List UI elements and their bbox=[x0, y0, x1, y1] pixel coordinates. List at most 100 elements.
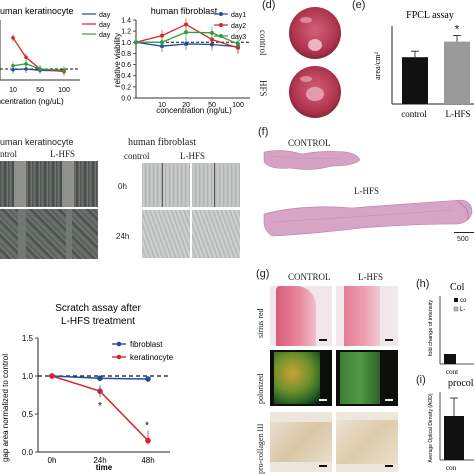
x-tick-label: 100 bbox=[58, 87, 70, 94]
dish-label-hfs: HFS bbox=[258, 80, 268, 97]
legend: co L- bbox=[453, 298, 467, 313]
bar-control bbox=[444, 354, 456, 364]
x-tick-label: 10 bbox=[9, 87, 17, 94]
x-tick-label: 0h bbox=[48, 456, 57, 465]
legend-label: co bbox=[460, 298, 467, 304]
legend-label: keratinocyte bbox=[130, 353, 174, 362]
procollagen-aod-chart: procoll Average Optical Density (AOD) co… bbox=[428, 378, 474, 472]
x-tick-label: 48h bbox=[141, 456, 154, 465]
fibroblast-scratch-image-24h-lhfs bbox=[192, 210, 240, 258]
panel-letter-f: (f) bbox=[258, 126, 269, 138]
significance-star: * bbox=[98, 401, 102, 412]
polorized-lhfs-image bbox=[336, 350, 398, 406]
legend-label: day2 bbox=[99, 22, 110, 29]
data-point-fibroblast bbox=[97, 375, 103, 382]
panel-letter-g: (g) bbox=[256, 268, 270, 280]
x-tick-label: cont bbox=[446, 368, 458, 376]
keratinocyte-scratch-image-24h bbox=[0, 209, 98, 259]
scratch-assay-chart: Scratch assay after L-HFS treatment gap … bbox=[1, 303, 174, 472]
panel-letter-d: (d) bbox=[262, 0, 276, 11]
significance-star: * bbox=[145, 421, 149, 432]
chart-title: uman keratinocyte bbox=[0, 6, 74, 16]
legend-label: day1 bbox=[99, 12, 110, 19]
legend-label: day3 bbox=[99, 32, 110, 39]
legend-label: day1 bbox=[231, 12, 246, 19]
x-axis-label: concentration (ng/uL) bbox=[0, 97, 64, 106]
row-label-0h: 0h bbox=[118, 182, 127, 191]
procollagen-lhfs-image bbox=[336, 412, 398, 472]
y-axis-label: relative viability bbox=[113, 33, 122, 87]
y-tick-label: 0.8 bbox=[121, 51, 131, 58]
scratch-fibroblast-lhfs: L-HFS bbox=[180, 151, 206, 161]
x-axis-label: time bbox=[96, 463, 113, 472]
x-tick-label: 10 bbox=[158, 102, 166, 109]
x-tick-label: 50 bbox=[208, 102, 216, 109]
procollagen-control-image bbox=[270, 412, 332, 472]
scale-bar-label: 500 bbox=[457, 236, 469, 243]
scratch-keratinocyte-lhfs: L-HFS bbox=[50, 149, 76, 159]
polorized-control-image bbox=[270, 350, 332, 406]
y-tick-label: 0.0 bbox=[22, 448, 34, 457]
x-tick-label: 20 bbox=[182, 102, 190, 109]
panel-letter-e: (e) bbox=[352, 0, 366, 11]
histology-label-lhfs: L-HFS bbox=[354, 186, 380, 196]
keratinocyte-scratch-image-0h bbox=[0, 161, 98, 207]
row-label-24h: 24h bbox=[116, 232, 130, 241]
y-axis-label: fold change of intensity bbox=[428, 300, 434, 357]
tissue-col-lhfs: L-HFS bbox=[358, 272, 384, 282]
dish-label-control: control bbox=[258, 30, 268, 56]
dish-photos bbox=[289, 7, 341, 118]
data-point-fibroblast bbox=[145, 376, 151, 382]
chart-title: procoll bbox=[448, 378, 474, 389]
y-tick-label: 0.4 bbox=[121, 73, 131, 80]
bar-control bbox=[402, 57, 428, 104]
histology-lhfs-image bbox=[263, 199, 473, 237]
fibroblast-scratch-image-0h-control bbox=[142, 163, 190, 207]
chart-title: human fibroblast bbox=[151, 6, 218, 16]
sirius-red-control-image bbox=[270, 286, 332, 346]
tissue-row-polorized: polorized bbox=[256, 373, 265, 404]
chart-title: FPCL assay bbox=[406, 10, 454, 21]
y-tick-label: 0.0 bbox=[121, 96, 131, 103]
tissue-row-sirius: sirius red bbox=[256, 308, 265, 338]
legend-label: L- bbox=[460, 307, 465, 313]
y-tick-label: 1.2 bbox=[121, 29, 131, 36]
legend-label: day2 bbox=[231, 23, 246, 30]
y-tick-label: 1.0 bbox=[22, 372, 34, 381]
y-tick-label: 0.2 bbox=[121, 84, 131, 91]
histology-control-image bbox=[263, 150, 361, 170]
y-tick-label: 1.0 bbox=[121, 40, 131, 47]
x-tick-label: 50 bbox=[36, 87, 44, 94]
fibroblast-viability-chart: human fibroblast relative viability 0.0 0… bbox=[113, 6, 250, 115]
legend-label: day3 bbox=[231, 34, 246, 41]
significance-star: * bbox=[455, 24, 460, 36]
scale-bar bbox=[454, 232, 474, 233]
x-tick-label: L-HFS bbox=[445, 109, 470, 119]
panel-letter-i: (i) bbox=[416, 374, 426, 386]
series-line-day2 bbox=[12, 37, 65, 73]
fibroblast-scratch-image-24h-control bbox=[142, 210, 190, 258]
histology-label-control: CONTROL bbox=[288, 138, 331, 148]
fibroblast-scratch-image-0h-lhfs bbox=[192, 163, 240, 207]
dish-control bbox=[289, 7, 341, 59]
x-axis-label: concentration (ng/uL) bbox=[156, 106, 232, 115]
series-line-day3 bbox=[12, 63, 65, 71]
fpcl-bar-chart: FPCL assay area/cm² * control L-HFS bbox=[373, 10, 474, 119]
y-tick-label: 0.5 bbox=[22, 410, 34, 419]
y-axis-label: gap area normalized to control bbox=[1, 354, 10, 462]
y-axis-label: Average Optical Density (AOD) bbox=[428, 393, 434, 462]
x-tick-label: 100 bbox=[232, 102, 244, 109]
chart-title-line2: L-HFS treatment bbox=[61, 316, 135, 327]
bar-control bbox=[444, 416, 464, 460]
scratch-keratinocyte-control: ntrol bbox=[0, 149, 17, 159]
legend: day1 day2 day3 bbox=[214, 12, 246, 41]
data-point-keratinocyte bbox=[49, 373, 55, 379]
scratch-fibroblast-title: human fibroblast bbox=[128, 137, 197, 148]
y-tick-label: 1.4 bbox=[121, 18, 131, 25]
chart-title-line1: Scratch assay after bbox=[55, 303, 141, 314]
y-tick-label: 0.6 bbox=[121, 62, 131, 69]
data-point-day3 bbox=[134, 40, 138, 45]
sirius-red-lhfs-image bbox=[336, 286, 398, 346]
x-tick-label: control bbox=[401, 109, 427, 119]
legend-label: fibroblast bbox=[130, 340, 163, 349]
